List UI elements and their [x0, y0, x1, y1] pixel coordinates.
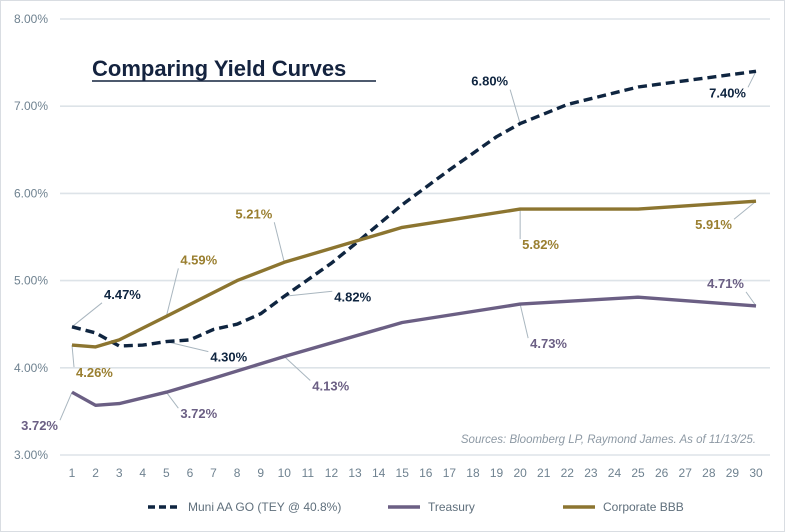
- x-tick-label: 29: [726, 466, 740, 480]
- leader-line: [273, 222, 285, 263]
- leader-line: [165, 391, 179, 409]
- y-tick-label: 7.00%: [14, 99, 48, 113]
- x-tick-label: 28: [702, 466, 716, 480]
- leader-line: [165, 268, 179, 317]
- data-label: 5.21%: [235, 206, 272, 221]
- data-label: 5.91%: [695, 217, 732, 232]
- data-label: 3.72%: [21, 418, 58, 433]
- leader-line: [733, 200, 757, 220]
- legend: Muni AA GO (TEY @ 40.8%) Treasury Corporat…: [148, 500, 684, 514]
- leader-line: [283, 356, 311, 381]
- y-tick-label: 8.00%: [14, 12, 48, 26]
- legend-label: Corporate BBB: [603, 500, 684, 514]
- x-tick-label: 21: [537, 466, 551, 480]
- x-tick-label: 9: [257, 466, 264, 480]
- data-label: 4.26%: [76, 365, 113, 380]
- data-label: 4.82%: [334, 289, 371, 304]
- data-label: 4.47%: [104, 287, 141, 302]
- leader-line: [745, 291, 757, 307]
- y-tick-label: 4.00%: [14, 361, 48, 375]
- data-label: 6.80%: [471, 74, 508, 89]
- leader-line: [509, 89, 521, 124]
- x-tick-label: 4: [139, 466, 146, 480]
- legend-label: Treasury: [428, 500, 475, 514]
- x-tick-label: 19: [490, 466, 504, 480]
- x-tick-label: 1: [69, 466, 76, 480]
- x-tick-label: 5: [163, 466, 170, 480]
- x-tick-label: 16: [419, 466, 433, 480]
- y-tick-label: 6.00%: [14, 186, 48, 200]
- data-label: 4.59%: [180, 252, 217, 267]
- leader-line: [747, 71, 757, 88]
- chart-title: Comparing Yield Curves: [92, 56, 346, 81]
- x-tick-label: 13: [348, 466, 362, 480]
- y-tick-label: 3.00%: [14, 448, 48, 462]
- data-label: 5.82%: [522, 237, 559, 252]
- x-tick-label: 15: [396, 466, 410, 480]
- leader-line: [166, 341, 209, 353]
- x-tick-label: 12: [325, 466, 339, 480]
- x-tick-label: 7: [210, 466, 217, 480]
- leader-line: [284, 290, 333, 297]
- x-tick-label: 10: [278, 466, 292, 480]
- leader-line: [71, 302, 103, 328]
- x-tick-label: 27: [679, 466, 693, 480]
- leader-line: [519, 304, 529, 339]
- x-tick-label: 22: [561, 466, 575, 480]
- y-axis: 3.00% 4.00% 5.00% 6.00% 7.00% 8.00%: [14, 12, 48, 462]
- x-tick-label: 17: [443, 466, 457, 480]
- x-tick-label: 18: [466, 466, 480, 480]
- leader-line: [71, 345, 75, 368]
- x-tick-label: 3: [116, 466, 123, 480]
- label-leader-lines: [59, 71, 757, 421]
- x-tick-label: 11: [302, 466, 315, 480]
- x-tick-label: 23: [584, 466, 598, 480]
- source-note: Sources: Bloomberg LP, Raymond James. As…: [461, 434, 756, 446]
- x-tick-label: 24: [608, 466, 622, 480]
- x-tick-label: 25: [631, 466, 645, 480]
- data-label: 4.73%: [530, 336, 567, 351]
- x-tick-label: 6: [187, 466, 194, 480]
- leader-line: [59, 392, 73, 421]
- data-label: 3.72%: [180, 406, 217, 421]
- legend-label: Muni AA GO (TEY @ 40.8%): [188, 500, 341, 514]
- data-label: 4.13%: [312, 378, 349, 393]
- data-label: 4.30%: [210, 350, 247, 365]
- x-tick-label: 20: [513, 466, 527, 480]
- data-labels: 4.47% 4.30% 4.82% 6.80% 7.40% 3.72% 3.72% 4.13%…: [21, 74, 746, 434]
- x-tick-label: 30: [749, 466, 763, 480]
- x-axis: 1 2 3 4 5 6 7 8 9 10 11 12 13 14 15 16 17 18 19 20 21 22 23 24 2…: [69, 466, 763, 480]
- x-tick-label: 2: [92, 466, 99, 480]
- gridlines: [60, 18, 770, 456]
- y-tick-label: 5.00%: [14, 274, 48, 288]
- series-line-2: [71, 199, 757, 349]
- series-lines: [71, 69, 757, 407]
- x-tick-label: 8: [234, 466, 241, 480]
- data-label: 7.40%: [709, 85, 746, 100]
- x-tick-label: 26: [655, 466, 669, 480]
- data-label: 4.71%: [707, 276, 744, 291]
- series-line-1: [71, 295, 757, 407]
- series-line-0: [71, 69, 757, 348]
- x-tick-label: 14: [372, 466, 386, 480]
